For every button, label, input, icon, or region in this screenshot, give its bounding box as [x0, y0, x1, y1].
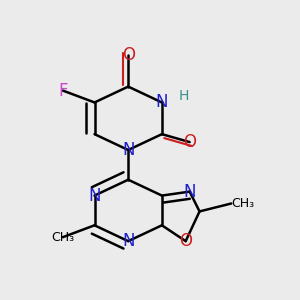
- Text: F: F: [58, 82, 68, 100]
- Text: N: N: [156, 93, 168, 111]
- Text: O: O: [122, 46, 135, 64]
- Text: CH₃: CH₃: [231, 197, 254, 210]
- Text: O: O: [179, 232, 192, 250]
- Text: N: N: [122, 141, 134, 159]
- Text: N: N: [183, 183, 196, 201]
- Text: O: O: [183, 133, 196, 151]
- Text: N: N: [88, 187, 101, 205]
- Text: N: N: [122, 232, 134, 250]
- Text: H: H: [178, 89, 189, 103]
- Text: CH₃: CH₃: [51, 231, 74, 244]
